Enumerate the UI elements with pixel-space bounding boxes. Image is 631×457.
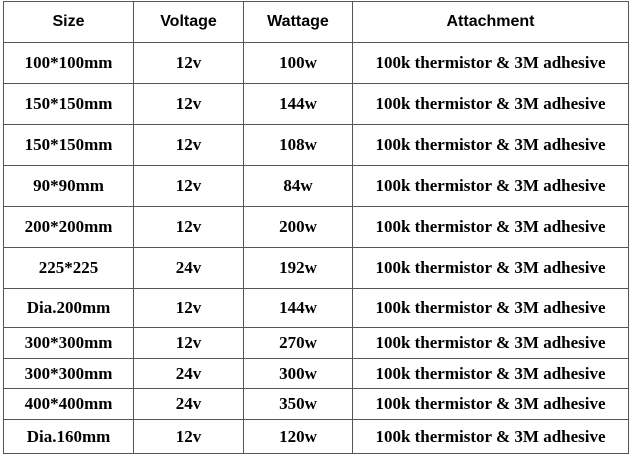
header-cell: Voltage	[133, 1, 244, 43]
table-cell: 12v	[133, 206, 244, 248]
table-row: 100*100mm 12v 100w 100k thermistor & 3M adh…	[3, 42, 629, 84]
table-cell: 100k thermistor & 3M adhesive	[352, 327, 629, 359]
table-cell: 120w	[243, 419, 353, 454]
table-cell: 100k thermistor & 3M adhesive	[352, 124, 629, 166]
table-cell: 100k thermistor & 3M adhesive	[352, 388, 629, 420]
table-cell: 12v	[133, 165, 244, 207]
table-cell: 108w	[243, 124, 353, 166]
table-cell: 100k thermistor & 3M adhesive	[352, 288, 629, 328]
table-cell: 24v	[133, 247, 244, 289]
header-cell: Size	[3, 1, 134, 43]
table-cell: 100k thermistor & 3M adhesive	[352, 42, 629, 84]
table-cell: 225*225	[3, 247, 134, 289]
table-cell: 12v	[133, 419, 244, 454]
table-cell: 100w	[243, 42, 353, 84]
table-cell: 150*150mm	[3, 124, 134, 166]
table-row: 225*225 24v 192w 100k thermistor & 3M adhes…	[3, 247, 629, 289]
table-cell: 12v	[133, 288, 244, 328]
spec-table: Size Voltage Wattage Attachment 100*100mm 12…	[3, 1, 629, 454]
table-cell: 100k thermistor & 3M adhesive	[352, 247, 629, 289]
table-row: 200*200mm 12v 200w 100k thermistor & 3M adh…	[3, 206, 629, 248]
table-cell: 90*90mm	[3, 165, 134, 207]
table-cell: 100k thermistor & 3M adhesive	[352, 83, 629, 125]
table-cell: 200w	[243, 206, 353, 248]
table-cell: 12v	[133, 83, 244, 125]
table-row: 300*300mm 12v 270w 100k thermistor & 3M adh…	[3, 327, 629, 359]
table-cell: 300*300mm	[3, 327, 134, 359]
table-row: 400*400mm 24v 350w 100k thermistor & 3M adh…	[3, 388, 629, 420]
table-cell: 350w	[243, 388, 353, 420]
table-cell: 144w	[243, 288, 353, 328]
table-cell: 144w	[243, 83, 353, 125]
table-cell: 300*300mm	[3, 358, 134, 389]
table-row: 150*150mm 12v 144w 100k thermistor & 3M adh…	[3, 83, 629, 125]
table-cell: 12v	[133, 327, 244, 359]
header-cell: Wattage	[243, 1, 353, 43]
table-row: Dia.200mm 12v 144w 100k thermistor & 3M adh…	[3, 288, 629, 328]
table-cell: 100k thermistor & 3M adhesive	[352, 206, 629, 248]
table-cell: 300w	[243, 358, 353, 389]
table-cell: 24v	[133, 358, 244, 389]
table-row: Dia.160mm 12v 120w 100k thermistor & 3M adh…	[3, 419, 629, 454]
table-cell: 12v	[133, 42, 244, 84]
table-cell: 12v	[133, 124, 244, 166]
table-cell: Dia.160mm	[3, 419, 134, 454]
table-cell: 270w	[243, 327, 353, 359]
table-cell: 100k thermistor & 3M adhesive	[352, 358, 629, 389]
table-row: 150*150mm 12v 108w 100k thermistor & 3M adh…	[3, 124, 629, 166]
table-cell: 84w	[243, 165, 353, 207]
table-header: Size Voltage Wattage Attachment	[3, 1, 629, 43]
table-body: 100*100mm 12v 100w 100k thermistor & 3M adh…	[3, 42, 629, 454]
header-cell: Attachment	[352, 1, 629, 43]
table-cell: 200*200mm	[3, 206, 134, 248]
table-cell: 150*150mm	[3, 83, 134, 125]
table-row: 90*90mm 12v 84w 100k thermistor & 3M adhesi…	[3, 165, 629, 207]
header-row: Size Voltage Wattage Attachment	[3, 1, 629, 43]
table-row: 300*300mm 24v 300w 100k thermistor & 3M adh…	[3, 358, 629, 389]
table-cell: Dia.200mm	[3, 288, 134, 328]
table-cell: 192w	[243, 247, 353, 289]
table-cell: 100*100mm	[3, 42, 134, 84]
table-cell: 400*400mm	[3, 388, 134, 420]
table-cell: 100k thermistor & 3M adhesive	[352, 165, 629, 207]
table-cell: 24v	[133, 388, 244, 420]
table-cell: 100k thermistor & 3M adhesive	[352, 419, 629, 454]
